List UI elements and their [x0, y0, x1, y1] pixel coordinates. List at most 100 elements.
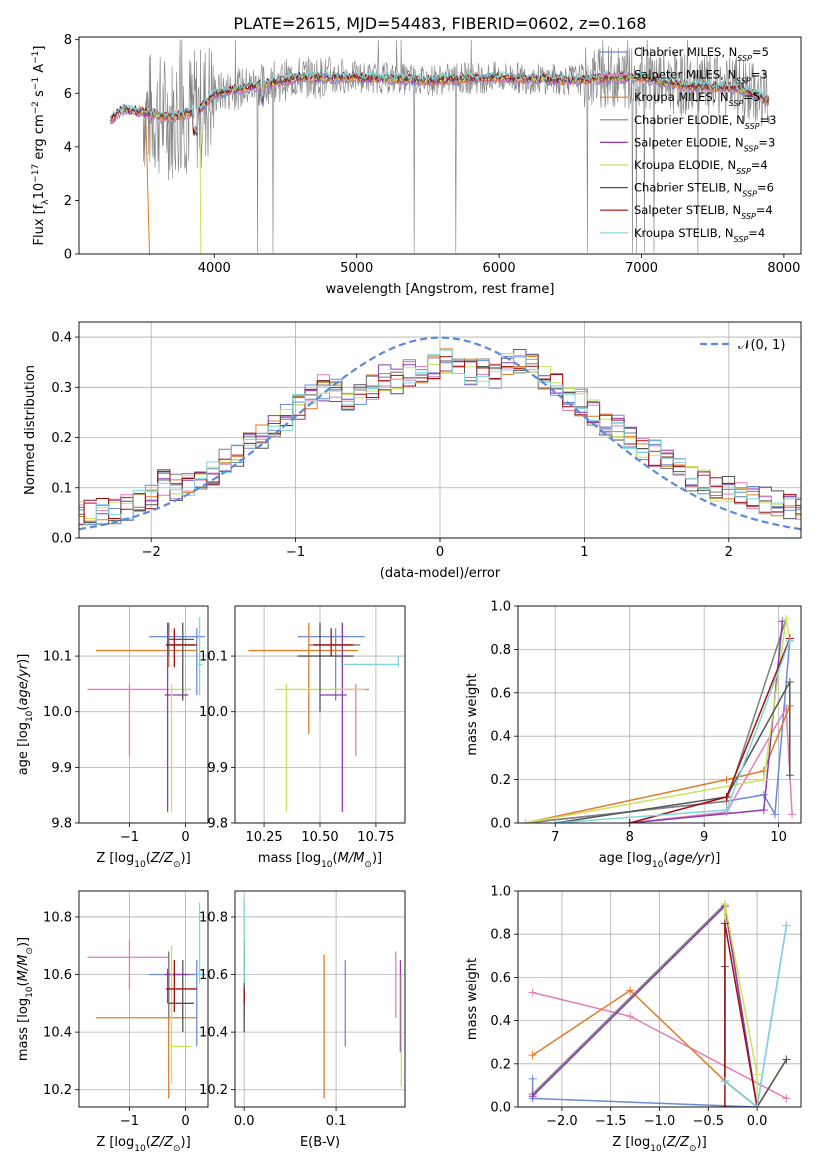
spectrum-ylabel: Flux [fλ10−17 erg cm−2 s−1 A−1]: [31, 46, 51, 246]
age-vs-Z-plot-area: [87, 617, 206, 812]
weight-Z-marker-cyan: [782, 921, 791, 930]
weight-Z-marker-lime: [720, 899, 729, 908]
weight-vs-Z-ytick-label: 0.2: [490, 1057, 511, 1072]
weight-vs-age-ytick-label: 0.8: [490, 643, 511, 658]
weight-vs-age-xlabel: age [log10(age/yr)]: [599, 851, 721, 870]
legend-label-orange: Kroupa MILES, NSSP=5: [634, 90, 760, 108]
weight-vs-age-xtick-label: 10: [770, 830, 787, 845]
weight-vs-age-ytick-label: 0.4: [490, 730, 511, 745]
weight-Z-marker-cyan: [720, 1077, 729, 1086]
weight-vs-Z-frame: [517, 890, 802, 1108]
residuals-ytick-label: 0.4: [51, 331, 72, 346]
residuals-ytick-label: 0.0: [51, 532, 72, 547]
mass-vs-ebv-ytick-label: 10.6: [199, 968, 228, 983]
weight-Z-marker-cyan: [753, 1103, 762, 1107]
residuals-ytick-label: 0.3: [51, 381, 72, 396]
mass-vs-Z-plot-area: [87, 902, 206, 1099]
age-vs-mass-xlabel: mass [log10(M/M⊙)]: [258, 851, 382, 870]
weight-age-marker-orange: [759, 766, 768, 775]
spectrum-dropout-lime: [199, 130, 202, 254]
legend-label-blue: Chabrier MILES, NSSP=5: [634, 45, 769, 63]
age-vs-Z-panel: −1 0 9.8 9.9 10.0 10.1 Z [log10(Z/Z⊙)] age [log…: [16, 605, 209, 870]
weight-Z-marker-purple: [528, 1092, 537, 1101]
spectrum-ytick-label: 4: [64, 140, 72, 155]
mass-vs-Z-ytick-label: 10.6: [43, 968, 72, 983]
residuals-frame: [78, 321, 802, 539]
weight-Z-marker-pink: [626, 1012, 635, 1021]
normal-legend-label: 𝒩(0, 1): [738, 338, 785, 353]
weight-vs-age-ylabel: mass weight: [465, 673, 480, 755]
legend-label-cyan: Kroupa STELIB, NSSP=4: [634, 226, 765, 244]
weight-vs-Z-xtick-label: −1.0: [644, 1114, 676, 1129]
weight-vs-Z-plot-area: [528, 899, 791, 1107]
mass-vs-Z-frame: [78, 890, 209, 1108]
weight-age-marker-pink: [788, 810, 797, 819]
age-vs-mass-ytick-label: 10.0: [199, 705, 228, 720]
weight-age-line-lime: [525, 618, 791, 823]
weight-Z-line-dark: [724, 966, 788, 1107]
weight-vs-Z-panel: −2.0 −1.5 −1.0 −0.5 0.0 0.0 0.2 0.4 0.6 0.8 1.0 Z […: [465, 885, 802, 1154]
weight-Z-marker-orange: [528, 1051, 537, 1060]
spectrum-xtick-label: 5000: [340, 261, 373, 276]
weight-vs-Z-xlabel: Z [log10(Z/Z⊙)]: [612, 1135, 706, 1154]
spectrum-xtick-label: 8000: [767, 261, 800, 276]
age-vs-Z-frame: [78, 605, 209, 824]
age-vs-Z-xtick-label: −1: [120, 830, 139, 845]
weight-age-marker-blue: [759, 790, 768, 799]
weight-age-marker-cyan: [551, 819, 560, 823]
weight-Z-line-purple: [532, 904, 758, 1107]
weight-age-marker-dark: [785, 771, 794, 780]
weight-vs-Z-ytick-label: 0.8: [490, 928, 511, 943]
mass-vs-ebv-xtick-label: 0.1: [326, 1114, 347, 1129]
figure-title: PLATE=2615, MJD=54483, FIBERID=0602, z=0…: [233, 14, 646, 33]
weight-vs-Z-ytick-label: 1.0: [490, 885, 511, 900]
spectrum-frame: [78, 36, 802, 255]
legend-label-dark: Chabrier STELIB, NSSP=6: [634, 181, 774, 199]
weight-vs-age-ytick-label: 0.6: [490, 686, 511, 701]
weight-vs-Z-ytick-label: 0.4: [490, 1014, 511, 1029]
age-vs-mass-ytick-label: 9.8: [207, 817, 228, 832]
residuals-ylabel: Normed distribution: [23, 365, 38, 495]
weight-vs-Z-xtick-label: −2.0: [546, 1114, 578, 1129]
weight-Z-marker-lime: [753, 1070, 762, 1079]
spectrum-ytick-label: 8: [64, 33, 72, 48]
spectrum-xtick-label: 4000: [198, 261, 231, 276]
weight-vs-Z-xtick-label: −0.5: [693, 1114, 725, 1129]
weight-age-marker-cyan: [785, 636, 794, 645]
histogram-cyan: [79, 349, 801, 526]
legend-label-purple: Salpeter ELODIE, NSSP=3: [634, 135, 775, 153]
weight-age-marker-cyan: [722, 805, 731, 814]
mass-vs-Z-ytick-label: 10.8: [43, 910, 72, 925]
normal-curve: [79, 336, 801, 531]
spectrum-xtick-label: 6000: [483, 261, 516, 276]
age-vs-mass-plot-area: [248, 622, 399, 812]
spectrum-xlabel: wavelength [Angstrom, rest frame]: [326, 282, 555, 297]
mass-vs-ebv-plot-area: [243, 899, 402, 1099]
spectrum-model-cyan: [109, 69, 769, 133]
legend-label-lime: Kroupa ELODIE, NSSP=4: [634, 158, 768, 176]
spectrum-panel: 4000 5000 6000 7000 8000 0 2 4 6 8 Chabrier MILES,…: [31, 33, 802, 297]
weight-age-marker-lime: [521, 819, 530, 823]
mass-vs-Z-ylabel: mass [log10(M/M⊙)]: [16, 937, 35, 1061]
age-vs-Z-ytick-label: 10.1: [43, 650, 72, 665]
mass-vs-Z-ytick-label: 10.2: [43, 1083, 72, 1098]
weight-Z-line-red: [724, 923, 758, 1107]
residuals-xtick-label: 0: [436, 545, 444, 560]
weight-age-line-blue: [525, 640, 791, 823]
residuals-ytick-label: 0.2: [51, 431, 72, 446]
spectrum-ytick-label: 2: [64, 194, 72, 209]
weight-age-marker-dark: [785, 677, 794, 686]
weight-vs-Z-xtick-label: 0.0: [747, 1114, 768, 1129]
residuals-panel: −2 −1 0 1 2 0.0 0.1 0.2 0.3 0.4 𝒩(0, 1) (data-model…: [23, 321, 802, 581]
weight-vs-age-ytick-label: 0.2: [490, 773, 511, 788]
spectrum-xtick-label: 7000: [625, 261, 658, 276]
weight-vs-age-xtick-label: 9: [700, 830, 708, 845]
weight-Z-marker-orange: [626, 986, 635, 995]
weight-vs-age-frame: [517, 605, 802, 824]
mass-vs-Z-xtick-label: 0: [181, 1114, 189, 1129]
weight-age-marker-lime: [759, 775, 768, 784]
weight-age-line-orange: [525, 705, 791, 823]
spectrum-plot-area: [109, 39, 770, 254]
weight-vs-Z-xtick-label: −1.5: [595, 1114, 627, 1129]
